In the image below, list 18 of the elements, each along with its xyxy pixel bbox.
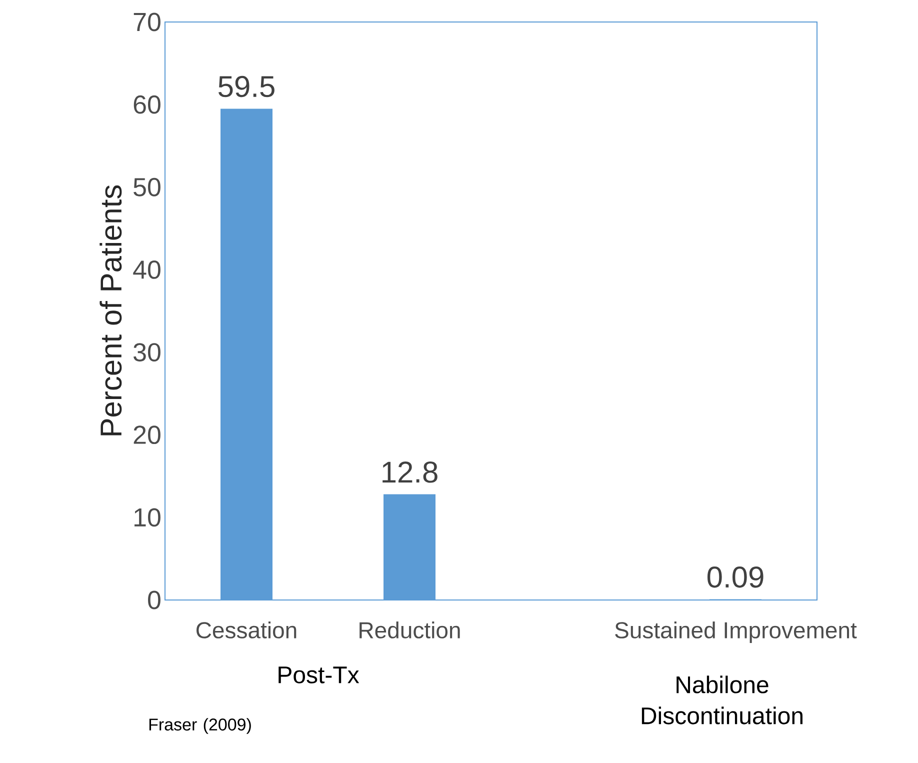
y-tick-label: 40 <box>133 260 160 279</box>
y-tick-label: 70 <box>134 12 160 32</box>
text: Nabilone Discontinuation <box>642 676 802 724</box>
x-tick-label: Sustained Improvement <box>615 622 857 643</box>
x-tick-label: Cessation <box>196 622 296 638</box>
y-tick-label: 30 <box>134 343 160 362</box>
y-tick-label: 60 <box>134 95 160 114</box>
y-tick-label: 0 <box>148 590 160 610</box>
y-axis-title: Percent of Patients <box>100 185 122 436</box>
text: Post-Tx <box>278 666 360 684</box>
data-label: 0.09 <box>707 566 764 588</box>
data-label: 59.5 <box>218 76 274 98</box>
y-tick-label: 20 <box>134 426 160 444</box>
x-tick-label: Reduction <box>360 622 460 638</box>
data-label: 12.8 <box>382 462 438 483</box>
y-tick-label: 50 <box>134 178 160 196</box>
text: Fraser (2009) <box>149 718 251 734</box>
y-tick-label: 10 <box>134 508 160 527</box>
